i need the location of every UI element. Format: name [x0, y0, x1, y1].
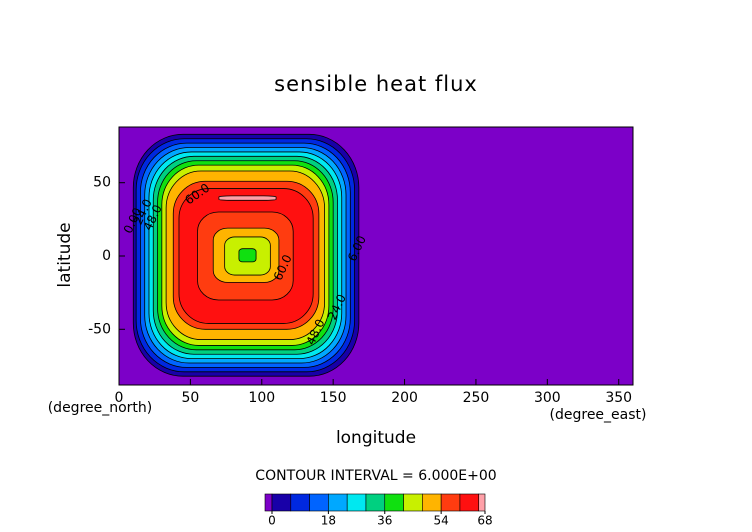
colorbar-tick-label: 0: [268, 514, 276, 528]
x-tick-label: 300: [534, 390, 561, 406]
x-tick-label: 250: [463, 390, 490, 406]
x-tick-label: 100: [248, 390, 275, 406]
colorbar-cell: [271, 493, 292, 512]
contour-interval-note: CONTOUR INTERVAL = 6.000E+00: [255, 468, 496, 484]
x-tick-label: 350: [605, 390, 632, 406]
colorbar-underflow: [264, 493, 273, 512]
colorbar-tick-label: 54: [434, 514, 449, 528]
contour-region: [218, 195, 277, 201]
colorbar-cell: [290, 493, 310, 512]
y-tick-label: -50: [88, 321, 111, 337]
colorbar-cell: [309, 493, 329, 512]
colorbar-cell: [440, 493, 461, 512]
colorbar-cell: [403, 493, 423, 512]
x-tick-label: 200: [391, 390, 418, 406]
colorbar-cell: [459, 493, 480, 512]
y-unit: (degree_north): [48, 400, 153, 416]
x-tick-label: 0: [115, 390, 124, 406]
colorbar-tick-label: 36: [377, 514, 392, 528]
colorbar-cell: [384, 493, 404, 512]
y-axis-label: latitude: [55, 222, 75, 287]
colorbar-cell: [346, 493, 367, 512]
chart-title: sensible heat flux: [274, 72, 478, 96]
x-tick-label: 150: [320, 390, 347, 406]
colorbar-tick-label: 18: [321, 514, 336, 528]
x-axis-label: longitude: [336, 428, 416, 448]
x-tick-label: 50: [181, 390, 199, 406]
y-tick-label: 0: [102, 248, 111, 264]
colorbar-cell: [478, 493, 486, 512]
y-tick-label: 50: [93, 175, 111, 191]
contour-region: [238, 248, 257, 263]
x-unit: (degree_east): [550, 407, 647, 423]
colorbar-cell: [422, 493, 442, 512]
colorbar-tick-label: 68: [477, 514, 492, 528]
colorbar-cell: [365, 493, 386, 512]
colorbar-cell: [328, 493, 348, 512]
